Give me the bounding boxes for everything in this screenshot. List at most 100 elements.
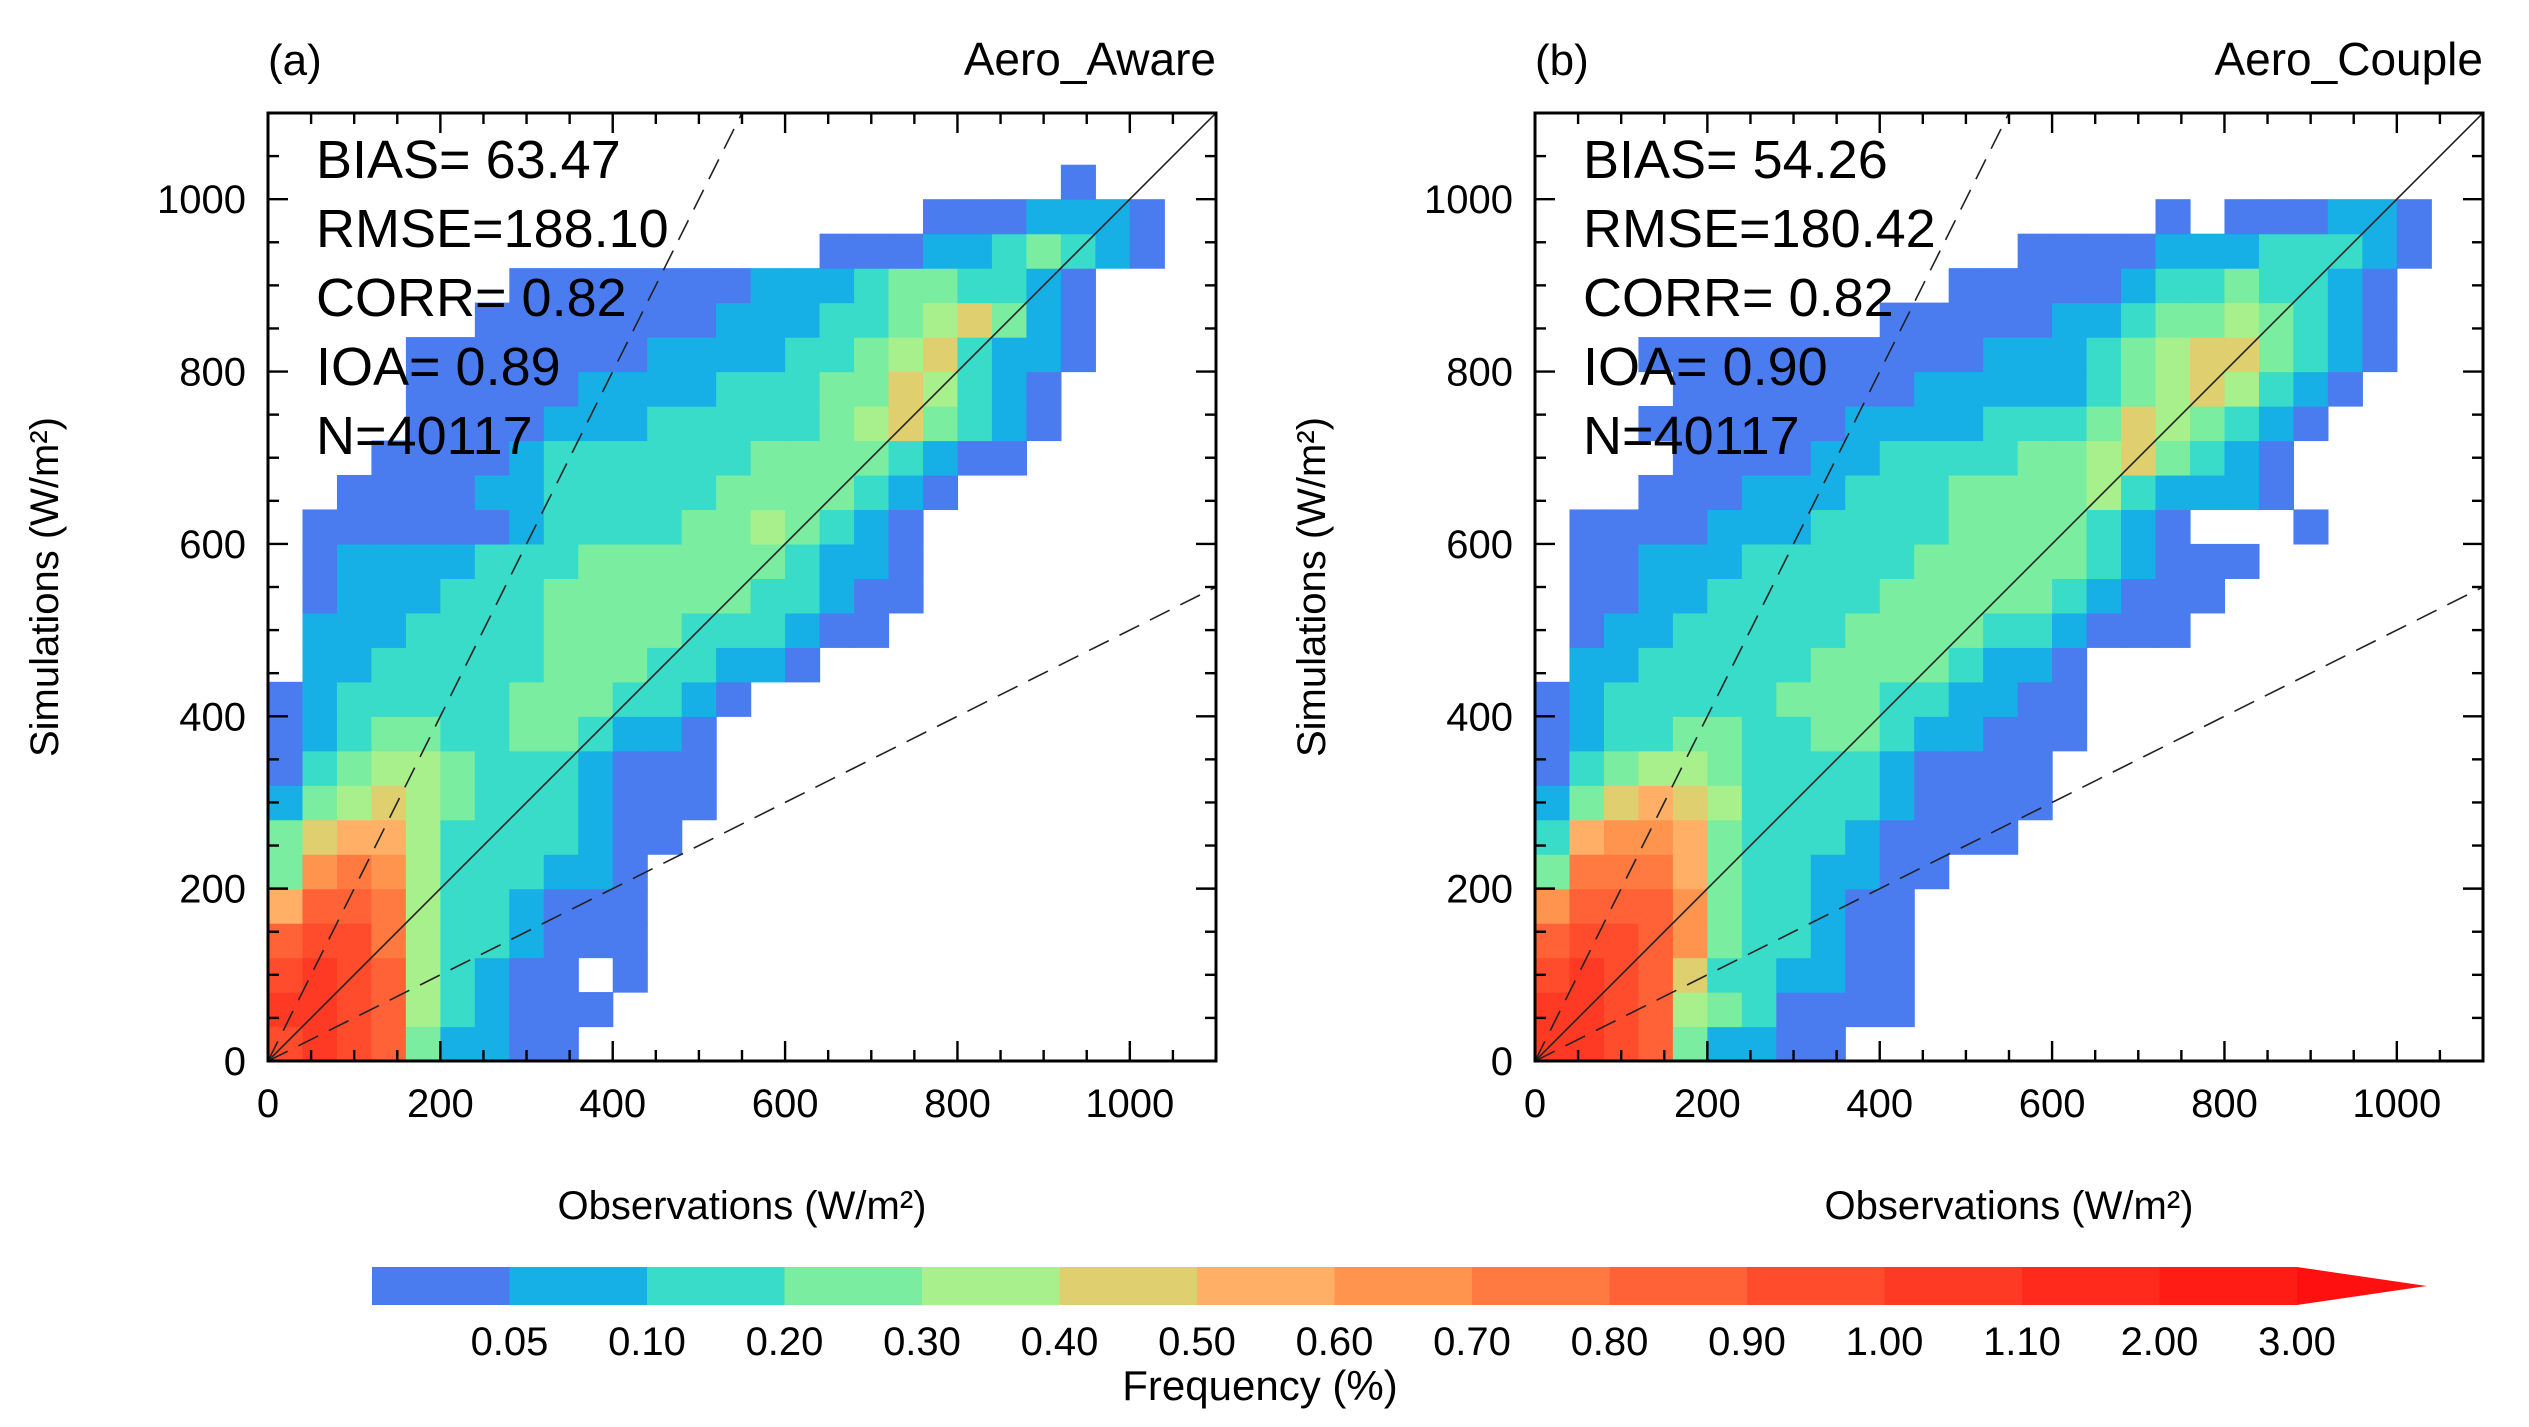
heatmap-cell — [405, 785, 441, 821]
heatmap-cell — [2258, 406, 2294, 442]
heatmap-cell — [440, 888, 476, 924]
heatmap-cell — [474, 337, 510, 373]
axis-ticks — [1533, 111, 2485, 1063]
heatmap-cell — [371, 440, 407, 476]
heatmap-cell — [1638, 406, 1674, 442]
heatmap-cell — [819, 440, 855, 476]
heatmap-cell — [1672, 957, 1708, 993]
heatmap-cell — [268, 923, 304, 959]
heatmap-cell — [1707, 888, 1743, 924]
heatmap-cell — [302, 819, 338, 855]
heatmap-cell — [405, 440, 441, 476]
heatmap-cell — [1914, 474, 1950, 511]
heatmap-cell — [647, 302, 683, 338]
heatmap-cell — [1060, 164, 1096, 200]
heatmap-cell — [1603, 716, 1640, 752]
heatmap-cell — [2086, 440, 2122, 476]
heatmap-cell — [2017, 612, 2053, 648]
heatmap-cell — [1707, 647, 1743, 683]
heatmap-cell — [2327, 371, 2363, 407]
heatmap-cell — [1129, 199, 1165, 235]
heatmap-cell — [1879, 337, 1915, 373]
heatmap-cell — [888, 543, 924, 579]
panel-title: Aero_Aware — [964, 33, 1216, 85]
colorbar-tick-label: 0.90 — [1708, 1320, 1786, 1364]
heatmap-cell — [336, 509, 373, 545]
heatmap-cell — [1810, 578, 1846, 614]
colorbar-tick-label: 0.30 — [883, 1320, 961, 1364]
heatmap-cell — [509, 302, 545, 338]
heatmap-cell — [1776, 371, 1812, 407]
heatmap-cell — [371, 543, 407, 579]
heatmap-cell — [1776, 957, 1812, 993]
heatmap-cell — [1879, 509, 1915, 545]
reference-lines — [1535, 113, 2483, 1061]
heatmap-cell — [1638, 543, 1674, 579]
one-to-one-line — [1535, 113, 2483, 1061]
heatmap-cell — [474, 888, 510, 924]
heatmap-cell — [1569, 750, 1605, 786]
heatmap-cell — [2155, 578, 2191, 614]
heatmap-cell — [1810, 785, 1846, 821]
heatmap-cell — [578, 923, 614, 959]
heatmap-cell — [405, 543, 441, 579]
heatmap-cell — [2052, 612, 2088, 648]
y-axis-label: Simulations (W/m²) — [23, 417, 67, 757]
heatmap-cell — [1845, 440, 1881, 476]
x-tick-label: 1000 — [2352, 1082, 2441, 1126]
stat-line: CORR= 0.82 — [1583, 268, 1894, 328]
heatmap-cell — [681, 302, 717, 338]
heatmap-cell — [2121, 371, 2157, 407]
heatmap-cell — [509, 406, 545, 442]
heatmap-cell — [1948, 474, 1984, 511]
heatmap-cell — [612, 440, 648, 476]
heatmap-cell — [268, 750, 304, 786]
heatmap-cell — [2121, 268, 2157, 304]
heatmap-cell — [1845, 681, 1881, 717]
heatmap-cell — [1569, 1026, 1605, 1062]
heatmap-cell — [302, 578, 338, 614]
heatmap-cell — [509, 647, 545, 683]
heatmap-cell — [1776, 337, 1812, 373]
heatmap-cell — [1879, 716, 1915, 752]
colorbar-segment — [784, 1267, 923, 1305]
heatmap-cell — [1026, 371, 1062, 407]
heatmap-cell — [1638, 337, 1674, 373]
heatmap-cell — [716, 647, 752, 683]
heatmap-cell — [750, 647, 786, 683]
heatmap-cell — [647, 750, 683, 786]
stat-line: IOA= 0.89 — [316, 337, 561, 397]
colorbar-tick-label: 0.70 — [1433, 1320, 1511, 1364]
heatmap-cell — [1603, 888, 1640, 924]
heatmap-cell — [2189, 233, 2226, 269]
heatmap-cell — [1741, 785, 1777, 821]
heatmap-cell — [854, 233, 890, 269]
heatmap-cell — [1845, 888, 1881, 924]
heatmap-cell — [474, 302, 510, 338]
heatmap-cell — [1741, 888, 1777, 924]
heatmap-cell — [681, 647, 717, 683]
heatmap-cell — [543, 371, 579, 407]
heatmap-cell — [854, 406, 890, 442]
heatmap-cell — [1914, 612, 1950, 648]
heatmap-cell — [371, 888, 407, 924]
heatmap-cell — [302, 750, 338, 786]
heatmap-cell — [1845, 992, 1881, 1028]
heatmap-cell — [1983, 509, 2019, 545]
heatmap-cell — [2362, 302, 2398, 338]
heatmap-cell — [1879, 612, 1915, 648]
heatmap-cell — [440, 1026, 476, 1062]
heatmap-cell — [2017, 716, 2053, 752]
heatmap-cell — [1810, 716, 1846, 752]
heatmap-cell — [405, 647, 441, 683]
heatmap-cell — [509, 337, 545, 373]
heatmap-cell — [1535, 819, 1571, 855]
heatmap-cell — [2121, 543, 2157, 579]
heatmap-cell — [2017, 681, 2053, 717]
heatmap-cell — [2327, 337, 2363, 373]
heatmap-cell — [509, 854, 545, 890]
heatmap-cell — [922, 440, 959, 476]
stat-line: RMSE=188.10 — [316, 199, 669, 259]
heatmap-cell — [1948, 819, 1984, 855]
heatmap-cell — [1948, 543, 1984, 579]
